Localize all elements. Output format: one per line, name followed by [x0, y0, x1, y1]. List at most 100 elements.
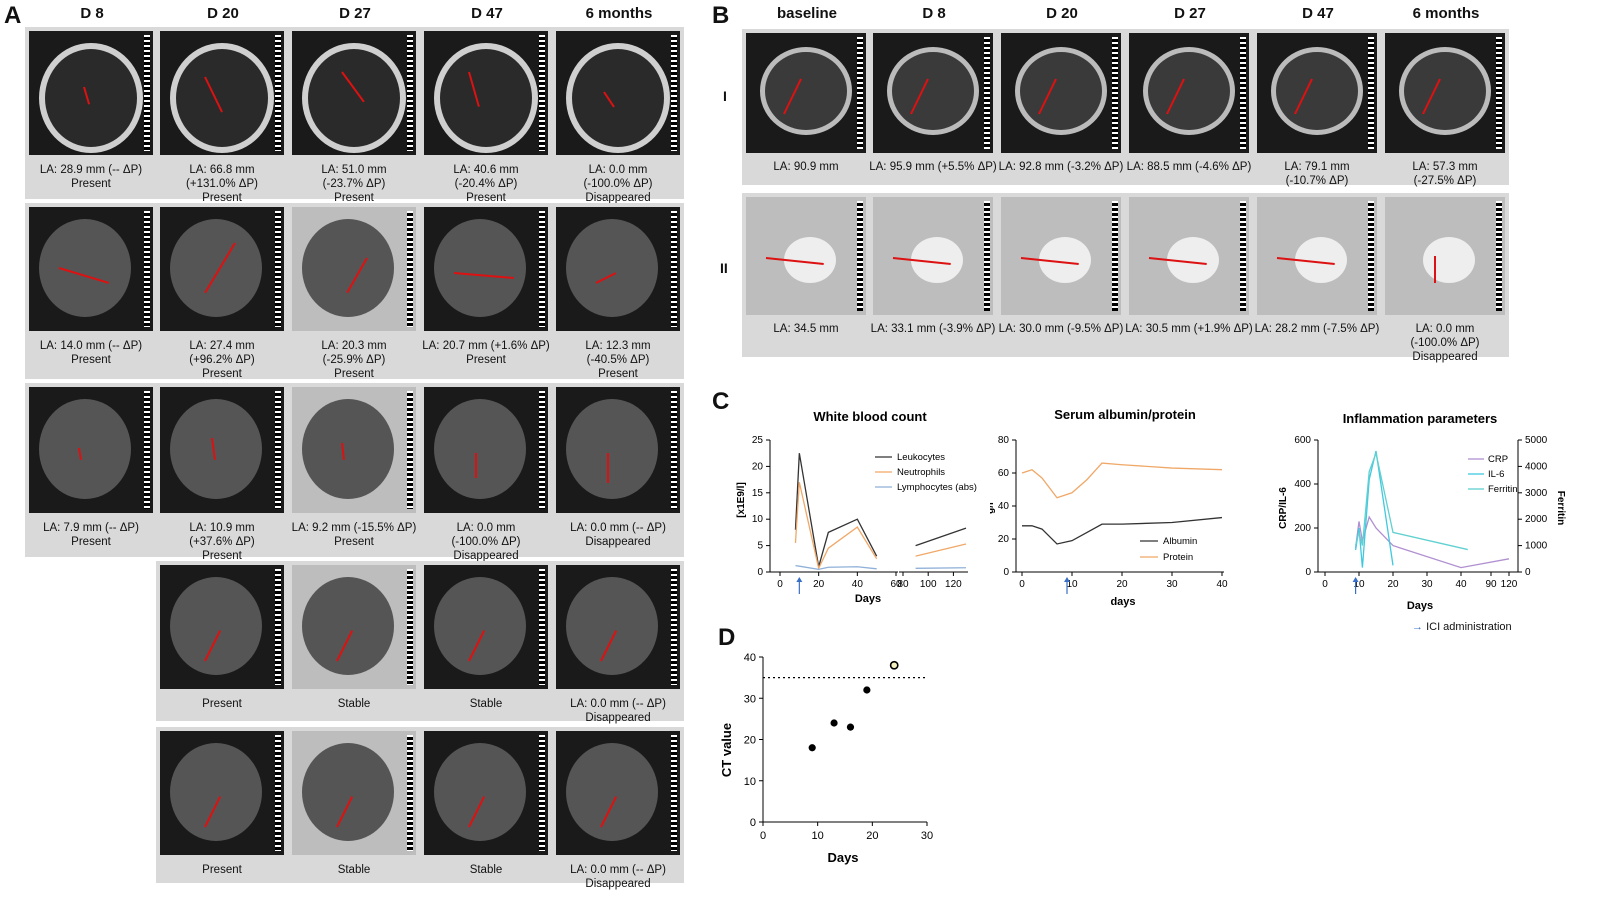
ct-scan-image: [556, 387, 680, 513]
chart-title: White blood count: [813, 409, 927, 424]
data-point: [863, 686, 871, 694]
lesion-measurement-caption: LA: 66.8 mm (+131.0% ΔP) Present: [186, 164, 258, 204]
panel-b-column-header: 6 months: [1412, 5, 1480, 22]
ct-scan-image: [1257, 197, 1377, 315]
lesion-measurement-caption: LA: 40.6 mm (-20.4% ΔP) Present: [453, 164, 519, 204]
ct-scan-image: [1129, 33, 1249, 153]
lesion-measurement-caption: LA: 0.0 mm (-- ΔP) Disappeared: [570, 698, 666, 724]
data-point: [808, 744, 816, 752]
scale-ruler: [407, 391, 413, 509]
series-line-protein: [1021, 462, 1223, 499]
lesion-measure-line: [607, 453, 609, 483]
y-tick-label: 0: [757, 567, 763, 578]
scale-ruler: [671, 211, 677, 327]
chart-title: Serum albumin/protein: [1054, 407, 1196, 422]
lesion-measurement-caption: LA: 20.3 mm (-25.9% ΔP) Present: [321, 340, 387, 380]
lesion-measurement-caption: LA: 30.0 mm (-9.5% ΔP): [998, 323, 1124, 335]
x-tick-label: 20: [866, 830, 878, 842]
y-tick-label: 0: [1003, 567, 1009, 578]
ct-scan-image: [160, 387, 284, 513]
lesion-measurement-caption: Present: [202, 698, 242, 710]
ct-value-chart: 0 10 20 30 40 0 10 20 30 Days CT value: [719, 652, 933, 865]
lung-region: [39, 219, 131, 317]
series-line-segment-leukocytes: [915, 527, 967, 547]
ct-scan-image: [29, 31, 153, 155]
y-tick-label: 0: [1305, 567, 1311, 578]
inflammation-chart: Inflammation parameters02004006000100020…: [1278, 411, 1566, 612]
scale-ruler: [984, 37, 990, 149]
y2-tick-label: 2000: [1525, 514, 1548, 525]
x-tick-label: 10: [1353, 579, 1365, 590]
y-tick-label: 30: [744, 693, 756, 705]
x-tick-label: 90: [1485, 579, 1497, 590]
series-line-lymphocytes-abs-: [795, 565, 877, 571]
series-line-leukocytes: [794, 453, 878, 567]
panel-b-column-header: D 27: [1174, 5, 1206, 22]
x-tick-label: 20: [1387, 579, 1399, 590]
ct-scan-image: [424, 387, 548, 513]
lesion-measurement-caption: Stable: [469, 864, 503, 876]
lung-region: [302, 399, 394, 499]
x-tick-label: 0: [760, 830, 766, 842]
data-point: [830, 719, 838, 727]
lesion-measurement-caption: LA: 51.0 mm (-23.7% ΔP) Present: [321, 164, 387, 204]
lesion-measure-line: [1434, 256, 1436, 283]
lesion-measure-line: [475, 453, 477, 478]
thorax-region: [760, 47, 852, 135]
legend-label: Leukocytes: [897, 452, 945, 463]
lesion-measurement-caption: LA: 28.9 mm (-- ΔP) Present: [39, 164, 143, 190]
scale-ruler: [407, 35, 413, 151]
lung-region: [39, 399, 131, 499]
x-tick-label: 120: [945, 579, 962, 590]
scale-ruler: [539, 735, 545, 851]
y-tick-label: 40: [744, 652, 756, 664]
y-tick-label: 20: [998, 534, 1010, 545]
lesion-measurement-caption: Stable: [337, 864, 371, 876]
ct-scan-image: [873, 33, 993, 153]
scale-ruler: [1240, 37, 1246, 149]
y-tick-label: 200: [1294, 523, 1311, 534]
lesion-measurement-caption: LA: 92.8 mm (-3.2% ΔP): [998, 161, 1124, 173]
lung-region: [434, 577, 526, 675]
lesion-measurement-caption: LA: 27.4 mm (+96.2% ΔP) Present: [189, 340, 255, 380]
ct-scan-image: [424, 207, 548, 331]
ici-arrow-head: [1064, 577, 1070, 582]
panel-b-column-header: D 47: [1302, 5, 1334, 22]
lung-region: [434, 219, 526, 317]
scale-ruler: [671, 35, 677, 151]
scale-ruler: [1112, 37, 1118, 149]
ici-legend-label: ICI administration: [1426, 621, 1512, 633]
data-point: [846, 723, 855, 731]
ct-scan-image: [292, 731, 416, 855]
ct-scan-image: [556, 565, 680, 689]
lesion-measurement-caption: LA: 9.2 mm (-15.5% ΔP) Present: [291, 522, 417, 548]
ct-scan-image: [292, 207, 416, 331]
scale-ruler: [857, 37, 863, 149]
y2-tick-label: 3000: [1525, 488, 1548, 499]
ct-scan-image: [1385, 197, 1505, 315]
thorax-region: [1143, 47, 1235, 135]
panel-a-column-header: D 8: [80, 5, 104, 22]
y2-tick-label: 0: [1525, 567, 1531, 578]
thorax-region: [1399, 47, 1491, 135]
ct-scan-image: [746, 197, 866, 315]
panel-a-column-header: D 27: [339, 5, 371, 22]
y-tick-label: 15: [752, 488, 764, 499]
lung-region: [434, 399, 526, 499]
scale-ruler: [407, 569, 413, 685]
y2-tick-label: 5000: [1525, 435, 1548, 446]
lesion-measurement-caption: LA: 12.3 mm (-40.5% ΔP) Present: [585, 340, 651, 380]
lesion-measurement-caption: LA: 20.7 mm (+1.6% ΔP) Present: [422, 340, 550, 366]
lung-region: [302, 219, 394, 317]
scale-ruler: [1496, 201, 1502, 311]
x-tick-label: 30: [1166, 579, 1178, 590]
lesion-measurement-caption: LA: 28.2 mm (-7.5% ΔP): [1254, 323, 1380, 335]
scale-ruler: [144, 35, 150, 151]
x-tick-label: 20: [1116, 579, 1128, 590]
scale-ruler: [539, 211, 545, 327]
serum-albumin-chart: Serum albumin/protein 0 20 40 60 80 0 10 20 30 40 d…: [990, 407, 1228, 608]
thorax-region: [887, 47, 979, 135]
lesion-measurement-caption: LA: 0.0 mm (-- ΔP) Disappeared: [570, 864, 666, 890]
y2-tick-label: 1000: [1525, 541, 1548, 552]
ct-scan-image: [424, 731, 548, 855]
